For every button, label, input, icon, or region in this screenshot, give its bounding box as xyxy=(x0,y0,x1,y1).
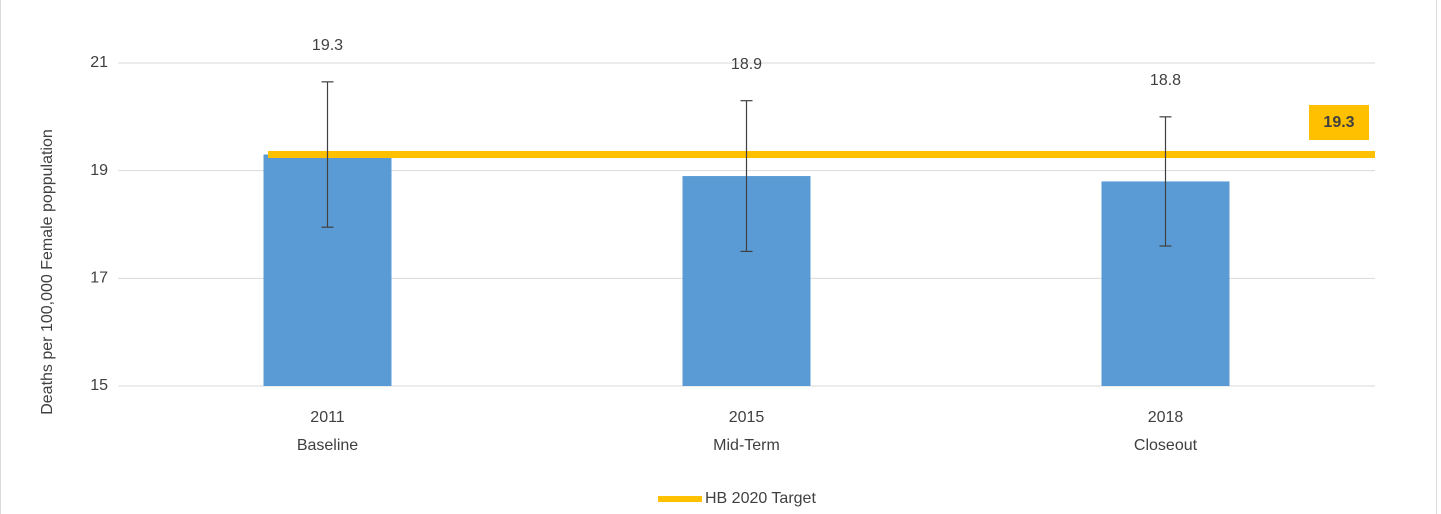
target-label-box xyxy=(1309,105,1369,140)
value-label: 18.8 xyxy=(1150,72,1181,89)
y-tick-label: 19 xyxy=(90,162,108,179)
x-tick-label: 2011 xyxy=(310,409,345,426)
error-bar xyxy=(1159,116,1172,247)
x-tick-sublabel: Mid-Term xyxy=(713,437,780,454)
error-bar xyxy=(740,100,753,253)
y-tick-label: 17 xyxy=(90,270,108,287)
y-axis-label: Deaths per 100,000 Female poppulation xyxy=(39,129,56,415)
x-tick-sublabel: Baseline xyxy=(297,437,358,454)
value-label: 18.9 xyxy=(731,56,762,73)
x-tick-sublabel: Closeout xyxy=(1134,437,1198,454)
x-tick-label: 2018 xyxy=(1148,409,1184,426)
y-tick-label: 15 xyxy=(90,377,108,394)
x-tick-label: 2015 xyxy=(729,409,765,426)
target-label: 19.3 xyxy=(1323,114,1354,131)
y-tick-label: 21 xyxy=(90,54,108,71)
error-bar xyxy=(321,81,334,228)
value-label: 19.3 xyxy=(312,37,343,54)
legend-label: HB 2020 Target xyxy=(705,490,816,507)
